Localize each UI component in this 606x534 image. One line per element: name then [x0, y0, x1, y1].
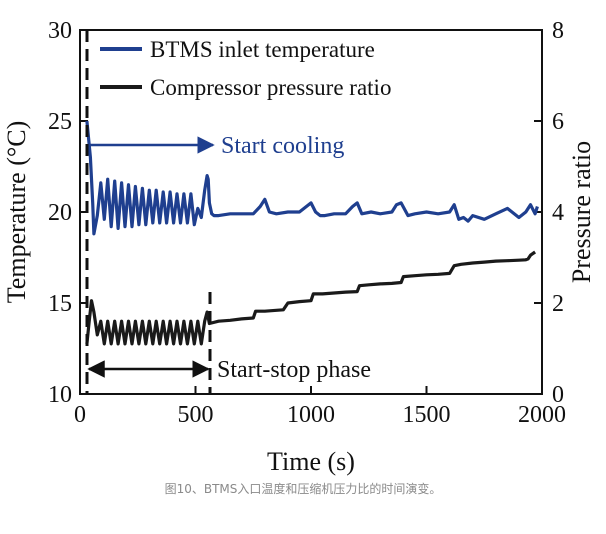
start-cooling-label: Start cooling: [221, 133, 344, 159]
y-left-tick-label: 30: [48, 18, 72, 44]
x-tick-label: 500: [178, 402, 214, 428]
legend: BTMS inlet temperature Compressor pressu…: [100, 37, 391, 100]
x-tick-label: 1000: [287, 402, 335, 428]
x-axis-title: Time (s): [267, 447, 355, 476]
start-stop-phase-label: Start-stop phase: [217, 357, 371, 383]
figure-caption: 图10、BTMS入口温度和压缩机压力比的时间演变。: [164, 482, 442, 496]
y-axis-left-title: Temperature (°C): [2, 121, 31, 304]
y-axis-right-title: Pressure ratio: [567, 141, 596, 283]
series-line-compressor-pressure-ratio: [85, 250, 537, 346]
y-left-tick-label: 15: [48, 291, 72, 317]
series-line-btms-inlet-temperature: [85, 120, 539, 236]
y-right-tick-label: 2: [552, 291, 564, 317]
y-right-tick-label: 6: [552, 109, 564, 135]
y-left-tick-label: 25: [48, 109, 72, 135]
legend-label-pressure: Compressor pressure ratio: [150, 75, 391, 100]
y-right-tick-label: 8: [552, 18, 564, 44]
axis-tick-labels: 0 500 1000 1500 2000 10 15 20 25 30 0 2 4 6 8: [48, 18, 566, 428]
y-left-tick-label: 10: [48, 382, 72, 408]
y-left-tick-label: 20: [48, 200, 72, 226]
x-tick-label: 1500: [403, 402, 451, 428]
x-tick-label: 2000: [518, 402, 566, 428]
series-layer: [85, 120, 539, 346]
x-tick-label: 0: [74, 402, 86, 428]
y-right-tick-label: 4: [552, 200, 564, 226]
legend-label-temperature: BTMS inlet temperature: [150, 37, 375, 62]
y-right-tick-label: 0: [552, 382, 564, 408]
